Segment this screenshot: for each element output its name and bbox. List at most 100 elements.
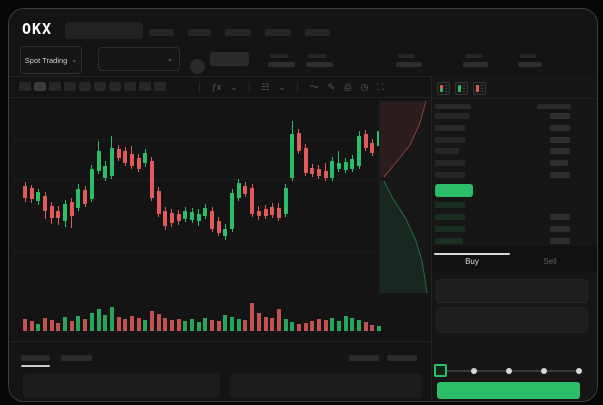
candle-wick	[338, 151, 340, 172]
candle	[357, 136, 361, 166]
bottom-tab-skeleton[interactable]	[21, 355, 50, 361]
volume-bar	[377, 326, 381, 331]
volume-bar	[183, 321, 188, 331]
slider-step-dot[interactable]	[471, 368, 477, 374]
price-input-skeleton[interactable]	[436, 279, 588, 303]
candle	[236, 183, 241, 198]
buy-submit-button[interactable]	[437, 382, 580, 399]
volume-bar	[190, 319, 194, 331]
candle	[250, 188, 255, 214]
slider-step-dot[interactable]	[506, 368, 512, 374]
book-combined-icon[interactable]	[437, 82, 450, 95]
stat-value-skeleton	[306, 62, 333, 67]
candle	[316, 169, 321, 176]
market-type-selector[interactable]: Spot Trading ⌄	[20, 46, 82, 74]
timeframe-button-skeleton[interactable]	[139, 82, 151, 91]
timeframe-button-skeleton[interactable]	[64, 82, 76, 91]
fullscreen-icon[interactable]: ⛶	[377, 82, 384, 92]
tab-sell[interactable]: Sell	[543, 257, 557, 266]
depth-chart-svg	[380, 100, 428, 294]
candle	[290, 134, 295, 178]
timeframe-button-skeleton[interactable]	[109, 82, 121, 91]
chart-tools: │ ƒx ⌄ │ ☷ ⌄ │ 〜 ✎ ⎙ ◷ ⛶	[197, 83, 384, 92]
bottom-action-skeleton[interactable]	[387, 355, 417, 361]
candle	[190, 212, 194, 220]
candle	[43, 196, 47, 211]
book-icon-lines	[445, 85, 447, 92]
order-book-panel: Buy Sell	[431, 76, 597, 401]
bottom-action-skeleton[interactable]	[349, 355, 379, 361]
nav-item-skeleton[interactable]	[225, 29, 251, 36]
stat-label-skeleton	[520, 54, 536, 58]
timeframe-button-skeleton[interactable]	[94, 82, 106, 91]
timeframe-button-skeleton[interactable]	[49, 82, 61, 91]
candle	[263, 209, 268, 216]
toolbar-divider: │	[294, 82, 301, 92]
amount-column-header-skeleton	[537, 104, 571, 109]
candle	[256, 211, 261, 216]
timeframe-button-skeleton[interactable]	[79, 82, 91, 91]
candle	[243, 186, 248, 194]
volume-bar	[330, 318, 335, 331]
volume-bar	[236, 319, 241, 331]
search-input[interactable]	[65, 22, 143, 39]
slider-handle[interactable]	[434, 364, 447, 377]
volume-bar	[316, 319, 321, 331]
active-tab-indicator	[434, 253, 510, 255]
pair-selector[interactable]: ⌄	[98, 47, 180, 71]
indicators-button[interactable]: ƒx	[211, 82, 222, 92]
ask-amount-skeleton	[550, 136, 570, 143]
book-bids-icon[interactable]	[455, 82, 468, 95]
tab-buy[interactable]: Buy	[465, 257, 479, 266]
chevron-down-icon[interactable]: ⌄	[230, 82, 238, 92]
bid-price-skeleton	[435, 214, 465, 220]
volume-bar	[216, 321, 221, 331]
candle	[276, 208, 281, 218]
chart-style-button[interactable]: ☷	[261, 82, 270, 92]
slider-step-dot[interactable]	[576, 368, 582, 374]
draw-tool-icon[interactable]: ✎	[327, 82, 336, 92]
volume-bar	[143, 320, 148, 331]
volume-bar	[116, 317, 121, 331]
stat-value-skeleton	[463, 62, 488, 67]
volume-bar	[256, 313, 261, 331]
candle	[203, 208, 208, 216]
timeframe-button-skeleton[interactable]	[19, 82, 31, 91]
amount-input-skeleton[interactable]	[436, 307, 588, 333]
candlestick-chart[interactable]	[15, 101, 381, 293]
candle	[116, 149, 121, 158]
volume-bar	[270, 318, 275, 331]
candle	[323, 171, 328, 178]
nav-item-skeleton[interactable]	[188, 29, 211, 36]
nav-item-skeleton[interactable]	[265, 29, 291, 36]
volume-bar	[370, 325, 375, 331]
candle	[350, 159, 355, 169]
volume-bar	[203, 318, 208, 331]
slider-step-dot[interactable]	[541, 368, 547, 374]
okx-logo[interactable]: OKX	[22, 20, 52, 39]
camera-icon[interactable]: ⎙	[344, 82, 352, 92]
volume-bar	[323, 320, 328, 331]
candle	[283, 188, 288, 214]
chevron-down-icon[interactable]: ⌄	[278, 82, 286, 92]
chart-gridline	[15, 139, 381, 140]
nav-item-skeleton[interactable]	[149, 29, 174, 36]
bottom-tab-skeleton[interactable]	[61, 355, 92, 361]
bid-price-skeleton	[435, 202, 465, 208]
volume-bar	[69, 321, 74, 331]
timeframe-button-skeleton[interactable]	[124, 82, 136, 91]
volume-bar	[156, 314, 161, 331]
book-icon-bars	[476, 85, 479, 92]
clock-icon[interactable]: ◷	[360, 82, 369, 92]
nav-item-skeleton[interactable]	[305, 29, 330, 36]
book-asks-icon[interactable]	[473, 82, 486, 95]
candle	[310, 168, 315, 174]
volume-bar	[49, 320, 54, 331]
timeframe-button-skeleton[interactable]	[154, 82, 166, 91]
volume-bar	[350, 318, 355, 331]
volume-bar	[223, 315, 228, 331]
stat-value-skeleton	[396, 62, 422, 67]
timeframe-button-skeleton[interactable]	[34, 82, 46, 91]
trendline-tool-icon[interactable]: 〜	[309, 82, 319, 92]
